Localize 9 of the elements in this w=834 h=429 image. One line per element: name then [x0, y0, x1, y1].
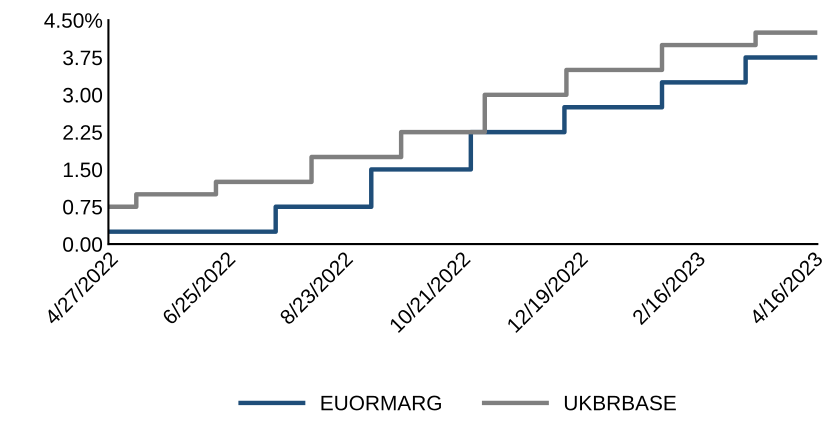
y-tick-label: 3.00	[63, 88, 102, 103]
legend-label: UKBRBASE	[564, 396, 676, 410]
legend-label: EUORMARG	[321, 396, 441, 410]
y-tick-label: 4.50%	[44, 13, 102, 28]
y-tick-label: 2.25	[63, 125, 102, 140]
y-tick-label: 0.75	[63, 200, 102, 215]
y-tick-label: 3.75	[63, 50, 102, 66]
y-tick-label: 0.00	[63, 237, 102, 252]
y-tick-label: 1.50	[64, 162, 102, 178]
